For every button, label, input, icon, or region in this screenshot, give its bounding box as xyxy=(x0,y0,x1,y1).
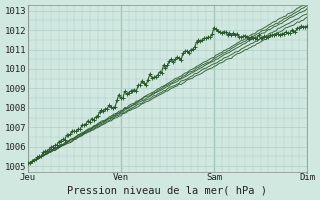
X-axis label: Pression niveau de la mer( hPa ): Pression niveau de la mer( hPa ) xyxy=(68,185,268,195)
